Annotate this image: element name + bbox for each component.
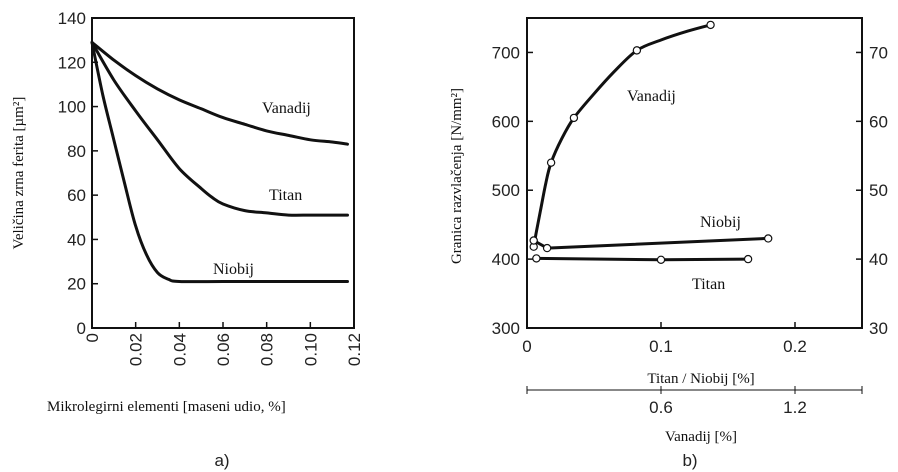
chart-b-series-line-titan (534, 256, 750, 262)
chart-b-series-line-vanadij (532, 23, 713, 249)
chart-b-y-axis-right: 30 40 50 60 70 (856, 43, 888, 338)
chart-b-plot-frame (526, 17, 863, 329)
chart-b-point-vanadij (569, 113, 579, 123)
chart-b-secondary-x-tick-label: 1.2 (783, 398, 807, 417)
chart-b-secondary-x-axis-label: Vanadij [%] (665, 429, 737, 445)
chart-a-y-tick-label: 40 (67, 230, 86, 249)
chart-b-point-titan (743, 254, 753, 264)
chart-b-x-axis-label: Titan / Niobij [%] (647, 371, 754, 387)
chart-b-series-label-niobij: Niobij (700, 214, 741, 231)
chart-a-panel-label: a) (214, 451, 229, 470)
chart-a-x-tick-label: 0.02 (127, 333, 146, 366)
chart-a-series-line-vanadij (90, 40, 349, 146)
chart-a-y-tick-label: 120 (58, 53, 86, 72)
chart-b-y2-tick-label: 60 (869, 112, 888, 131)
chart-a-y-tick-label: 140 (58, 9, 86, 28)
chart-b-secondary-x-tick-label: 0.6 (649, 398, 673, 417)
chart-a: 0 20 40 60 80 100 120 140 0 0.02 0.04 0.06 0.08 0.10… (11, 9, 364, 470)
chart-b-point-niobij (542, 243, 552, 253)
chart-a-x-tick-label: 0.04 (170, 333, 189, 366)
chart-a-series-label-niobij: Niobij (213, 261, 254, 278)
chart-b-point-titan (532, 254, 541, 263)
chart-a-series-line-titan (90, 40, 349, 217)
chart-b: 300 400 500 600 700 30 40 50 60 70 0 0.1 0.2 0.6 1.… (449, 17, 888, 470)
chart-a-x-tick-label: 0.08 (258, 333, 277, 366)
chart-a-x-axis: 0 0.02 0.04 0.06 0.08 0.10 0.12 (83, 322, 364, 366)
chart-a-y-tick-label: 100 (58, 98, 86, 117)
chart-b-series-line-niobij (532, 236, 770, 250)
chart-b-point-niobij (529, 236, 538, 245)
chart-b-y-tick-label: 300 (492, 319, 520, 338)
chart-b-series-label-vanadij: Vanadij (627, 88, 676, 105)
chart-a-x-tick-label: 0.10 (301, 333, 320, 366)
chart-a-y-tick-label: 60 (67, 186, 86, 205)
chart-b-y2-tick-label: 30 (869, 319, 888, 338)
chart-b-y-axis-left: 300 400 500 600 700 (492, 43, 533, 338)
chart-a-y-tick-label: 80 (67, 142, 86, 161)
chart-b-y-tick-label: 700 (492, 43, 520, 62)
chart-b-y-axis-label: Granica razvlačenja [N/mm²] (449, 88, 465, 264)
chart-b-point-niobij (764, 234, 773, 243)
chart-a-x-axis-label: Mikrolegirni elementi [maseni udio, %] (47, 399, 286, 415)
chart-b-point-titan (656, 255, 666, 264)
chart-b-secondary-x-ticks: 0.6 1.2 (526, 386, 863, 417)
chart-b-x-tick-label: 0.2 (783, 337, 807, 356)
chart-b-y-tick-label: 600 (492, 112, 520, 131)
chart-b-y2-tick-label: 50 (869, 181, 888, 200)
chart-b-point-vanadij (546, 158, 556, 167)
chart-a-series-line-niobij (90, 40, 349, 284)
chart-b-y2-tick-label: 70 (869, 43, 888, 62)
chart-a-series-label-titan: Titan (269, 187, 302, 204)
chart-b-x-axis: 0 0.1 0.2 (522, 322, 807, 356)
chart-b-series (529, 20, 773, 264)
chart-a-y-axis: 0 20 40 60 80 100 120 140 (58, 9, 98, 338)
chart-b-y2-tick-label: 40 (869, 250, 888, 269)
chart-b-x-tick-label: 0 (522, 337, 531, 356)
chart-a-y-tick-label: 20 (67, 275, 86, 294)
chart-b-point-vanadij (706, 20, 715, 30)
chart-b-y-tick-label: 400 (492, 250, 520, 269)
chart-b-y-tick-label: 500 (492, 181, 520, 200)
chart-b-point-vanadij (632, 46, 642, 55)
chart-a-series (90, 40, 349, 284)
chart-a-x-tick-label: 0.06 (214, 333, 233, 366)
chart-a-y-tick-label: 0 (77, 319, 86, 338)
chart-b-x-tick-label: 0.1 (649, 337, 673, 356)
chart-b-panel-label: b) (682, 451, 697, 470)
chart-a-series-label-vanadij: Vanadij (262, 100, 311, 117)
chart-b-series-label-titan: Titan (692, 276, 725, 293)
chart-a-x-tick-label: 0 (83, 333, 102, 342)
chart-a-x-tick-label: 0.12 (345, 333, 364, 366)
chart-a-y-axis-label: Veličina zrna ferita [µm²] (11, 97, 27, 250)
